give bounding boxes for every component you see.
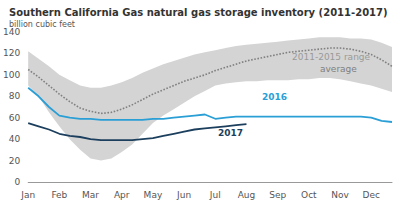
svg-text:2016: 2016 bbox=[262, 92, 287, 102]
svg-text:100: 100 bbox=[3, 70, 20, 80]
svg-text:Oct: Oct bbox=[301, 190, 317, 200]
svg-text:Southern California Gas natura: Southern California Gas natural gas stor… bbox=[9, 7, 388, 18]
svg-text:2011-2015 range: 2011-2015 range bbox=[292, 52, 371, 62]
svg-text:Nov: Nov bbox=[331, 190, 349, 200]
svg-text:average: average bbox=[320, 64, 357, 74]
svg-text:Dec: Dec bbox=[362, 190, 379, 200]
svg-text:billion cubic feet: billion cubic feet bbox=[9, 20, 75, 29]
svg-text:60: 60 bbox=[9, 113, 21, 123]
svg-text:Feb: Feb bbox=[51, 190, 67, 200]
svg-text:Jun: Jun bbox=[176, 190, 191, 200]
svg-text:20: 20 bbox=[9, 156, 21, 166]
svg-text:Mar: Mar bbox=[82, 190, 99, 200]
svg-text:80: 80 bbox=[9, 91, 21, 101]
svg-text:Apr: Apr bbox=[114, 190, 130, 200]
svg-text:120: 120 bbox=[3, 48, 20, 58]
svg-text:Aug: Aug bbox=[238, 190, 256, 200]
svg-text:Jan: Jan bbox=[20, 190, 35, 200]
svg-text:40: 40 bbox=[9, 134, 21, 144]
svg-text:Sep: Sep bbox=[269, 190, 286, 200]
svg-text:2017: 2017 bbox=[218, 128, 243, 138]
svg-text:0: 0 bbox=[14, 177, 20, 187]
svg-text:May: May bbox=[144, 190, 163, 200]
svg-text:Jul: Jul bbox=[209, 190, 221, 200]
svg-text:140: 140 bbox=[3, 27, 20, 37]
